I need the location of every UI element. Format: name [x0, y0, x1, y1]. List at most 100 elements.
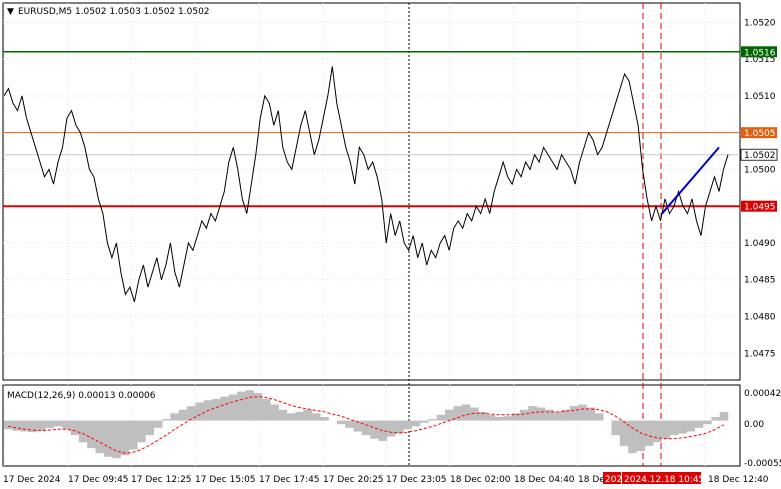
macd-bar: [553, 411, 562, 421]
macd-bar: [378, 420, 388, 441]
time-label: 18 Dec 04:40: [514, 475, 575, 485]
time-highlight-right-bg: [622, 472, 701, 484]
time-label: 17 Dec 12:25: [131, 475, 192, 485]
time-label: 17 Dec 17:45: [259, 475, 320, 485]
macd-bar: [336, 420, 346, 425]
macd-bar: [644, 420, 654, 446]
time-label: 18 Dec 0: [578, 475, 619, 485]
macd-bar: [37, 420, 46, 431]
level-tag-green: 1.0516: [741, 46, 777, 58]
macd-bar: [195, 402, 204, 421]
level-tag-orange: 1.0505: [741, 127, 777, 139]
macd-bar: [286, 413, 296, 421]
macd-bar: [20, 420, 30, 432]
macd-bar: [311, 413, 321, 421]
macd-bar: [187, 406, 196, 421]
macd-bar: [228, 394, 238, 421]
price-axis: 1.0520 1.0515 1.0510 1.0505 1.0500 1.0495 1.04…: [744, 18, 776, 359]
macd-bar: [678, 420, 687, 434]
price-panel[interactable]: [2, 2, 741, 381]
time-highlight-left-bg: [603, 472, 621, 484]
price-tick-label: 1.0515: [744, 55, 776, 65]
macd-bar: [253, 393, 263, 421]
macd-bar: [395, 420, 404, 434]
macd-bar: [561, 409, 571, 421]
macd-bar: [128, 420, 138, 450]
trend-line[interactable]: [661, 146, 720, 215]
price-tick-label: 1.0490: [744, 239, 776, 249]
macd-bar: [528, 406, 537, 421]
time-label: 17 Dec 09:45: [68, 475, 129, 485]
macd-bar: [145, 420, 155, 436]
time-label: 17 Dec 20:25: [323, 475, 384, 485]
macd-bar: [586, 407, 596, 421]
macd-bar: [719, 411, 729, 421]
macd-bar: [711, 417, 720, 421]
time-label: 17 Dec 23:05: [386, 475, 447, 485]
macd-bar: [636, 420, 646, 451]
macd-bar: [120, 420, 130, 456]
macd-bar: [95, 420, 105, 454]
macd-bar: [178, 409, 188, 421]
level-tag-current: 1.0502: [740, 148, 778, 161]
macd-bar: [578, 404, 587, 421]
chart-title: EURUSD,M5 1.0502 1.0503 1.0502 1.0502: [18, 7, 210, 17]
macd-histogram: [4, 390, 729, 459]
price-tick-label: 1.0475: [744, 349, 776, 359]
macd-bar: [594, 413, 604, 421]
macd-bar: [544, 409, 554, 421]
macd-bar: [270, 404, 279, 421]
macd-bar: [436, 414, 446, 421]
macd-bar: [411, 420, 421, 427]
macd-bar: [370, 420, 379, 439]
macd-bar: [386, 420, 396, 437]
macd-bar: [428, 419, 437, 421]
price-tick-label: 1.0485: [744, 276, 776, 286]
macd-bar: [619, 420, 629, 446]
macd-bar: [212, 398, 221, 421]
level-tag-red-text: 1.0495: [744, 203, 776, 213]
macd-bar: [470, 407, 479, 421]
price-tick-label: 1.0480: [744, 313, 776, 323]
time-highlight-left: 202: [605, 475, 622, 485]
macd-bar: [303, 409, 313, 421]
macd-bar: [29, 420, 38, 433]
macd-bar: [295, 411, 304, 421]
time-label: 17 Dec 2024: [3, 475, 61, 485]
macd-bar: [536, 407, 546, 421]
macd-bar: [486, 414, 496, 421]
macd-bar: [403, 420, 412, 430]
macd-bar: [353, 420, 363, 432]
macd-bar: [262, 398, 271, 421]
macd-bar: [703, 420, 712, 425]
macd-bar: [694, 420, 704, 428]
macd-bar: [62, 420, 71, 430]
chart-title-arrow: ▼: [7, 7, 14, 17]
macd-bar: [137, 420, 146, 443]
level-tag-green-text: 1.0516: [744, 48, 776, 58]
macd-bar: [153, 420, 163, 428]
macd-bar: [569, 406, 579, 421]
time-label: 17 Dec 15:05: [195, 475, 256, 485]
macd-bar: [445, 409, 454, 421]
macd-bar: [453, 406, 462, 421]
price-tick-label: 1.0500: [744, 165, 776, 175]
macd-bar: [237, 391, 246, 421]
macd-bar: [461, 404, 471, 421]
macd-bar: [361, 420, 371, 436]
macd-title: MACD(12,26,9) 0.00013 0.00006: [7, 391, 156, 401]
macd-bar: [495, 417, 504, 421]
macd-bar: [511, 413, 521, 421]
macd-bar: [245, 390, 254, 421]
macd-tick-bottom: -0.00055: [744, 459, 781, 469]
macd-bar: [653, 420, 662, 443]
time-label: 18 Dec 12:40: [708, 475, 769, 485]
macd-bar: [278, 409, 288, 421]
time-label: 18 Dec 02:00: [450, 475, 511, 485]
macd-bar: [78, 420, 88, 443]
macd-bar: [53, 420, 63, 427]
macd-bar: [478, 411, 487, 421]
macd-bar: [520, 409, 529, 421]
macd-signal-line: [8, 396, 725, 454]
